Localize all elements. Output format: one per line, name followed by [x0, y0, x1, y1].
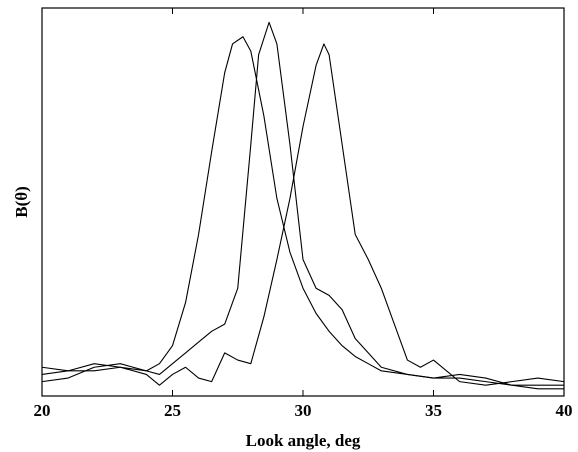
- x-tick-label: 40: [556, 401, 573, 420]
- x-tick-label: 30: [295, 401, 312, 420]
- y-axis-label: B(θ): [12, 186, 31, 218]
- plot-frame: [41, 7, 565, 397]
- x-tick-label: 35: [425, 401, 442, 420]
- x-tick-label: 25: [164, 401, 181, 420]
- x-axis-label: Look angle, deg: [246, 431, 361, 450]
- series-line-1: [41, 36, 564, 386]
- x-tick-label: 20: [34, 401, 51, 420]
- series-line-2: [41, 21, 564, 390]
- axis-ticks: 20 25 30 35 40: [34, 8, 573, 420]
- series-line-3: [41, 43, 565, 386]
- series-group: [41, 21, 565, 390]
